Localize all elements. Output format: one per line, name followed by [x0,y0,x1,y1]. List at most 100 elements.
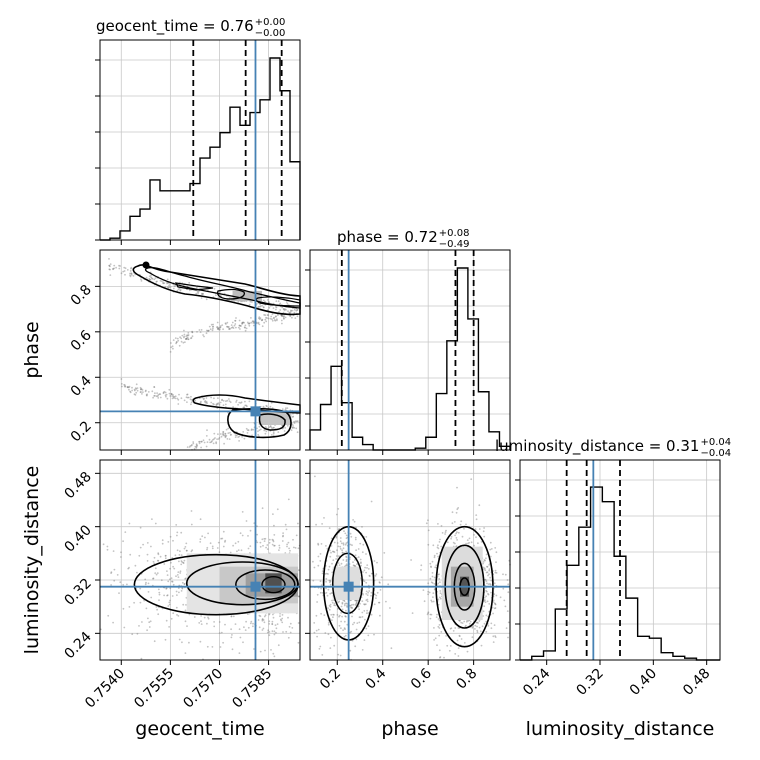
x-tick-label: 0.2 [317,666,344,693]
sample-point [184,609,187,612]
sample-point [339,654,342,657]
sample-point [452,630,455,632]
sample-point [355,549,357,552]
sample-point [185,549,188,552]
sample-point [127,388,130,391]
sample-point [132,275,135,277]
sample-point [169,587,172,590]
sample-point [204,536,206,539]
sample-point [367,634,370,637]
sample-point [273,544,275,547]
sample-point [169,567,172,570]
title-luminosity_distance: luminosity_distance = 0.31 +0.04−0.04 [495,437,731,459]
sample-point [316,601,318,603]
sample-point [113,568,116,571]
sample-point [256,533,258,536]
sample-point [427,582,430,585]
sample-point [429,577,432,580]
sample-point [319,553,322,555]
sample-point [363,580,366,583]
sample-point [172,339,175,341]
sample-point [250,321,253,324]
sample-point [158,591,161,594]
sample-point [427,593,429,596]
sample-point [194,445,197,448]
sample-point [186,401,188,403]
sample-point [264,426,267,428]
sample-point [343,635,346,638]
sample-point [291,423,294,426]
sample-point [224,539,227,542]
sample-point [336,614,339,616]
sample-point [427,590,430,593]
sample-point [351,603,353,606]
sample-point [232,406,235,408]
sample-point [245,620,248,623]
sample-point [345,534,348,537]
sample-point [205,332,208,335]
sample-point [200,400,202,403]
sample-point [485,580,488,583]
sample-point [184,341,186,343]
sample-point [507,583,510,586]
sample-point [218,551,221,553]
sample-point [485,620,487,623]
sample-point [477,622,479,624]
sample-point [349,631,352,634]
sample-point [152,560,155,563]
sample-point [483,527,485,529]
sample-point [107,614,110,617]
sample-point [222,433,225,436]
sample-point [331,562,333,565]
sample-point [156,392,159,394]
sample-point [147,391,150,393]
sample-point [327,622,330,624]
sample-point [123,626,126,629]
sample-point [224,541,226,543]
sample-point [355,599,357,602]
sample-point [234,623,237,625]
sample-point [156,608,159,611]
sample-point [437,547,440,550]
sample-point [444,533,446,535]
sample-point [119,265,121,267]
sample-point [331,599,333,602]
sample-point [287,616,289,619]
sample-point [237,403,240,406]
sample-point [367,568,370,570]
sample-point [430,566,432,568]
sample-point [475,518,478,521]
sample-point [226,326,229,328]
sample-point [222,431,225,433]
sample-point [162,391,165,394]
sample-point [218,632,221,634]
sample-point [221,398,224,401]
sample-point [454,542,456,545]
sample-point [169,578,171,581]
sample-point [483,600,485,603]
sample-point [336,542,339,544]
sample-point [338,624,341,627]
sample-point [213,621,216,623]
sample-point [438,649,441,652]
sample-point [155,280,158,283]
y-tick-label: 0.40 [61,522,94,555]
sample-point [261,319,263,322]
sample-point [108,264,111,267]
sample-point [153,386,156,388]
sample-point [287,541,290,544]
sample-point [378,581,381,583]
sample-point [445,635,447,637]
sample-point [471,627,474,629]
sample-point [183,336,185,339]
sample-point [344,532,347,535]
sample-point [174,554,177,557]
sample-point [256,525,258,528]
sample-point [213,432,216,435]
contour-line [255,296,301,307]
sample-point [365,536,368,538]
sample-point [486,565,489,568]
sample-point [313,566,316,569]
sample-point [279,618,282,621]
sample-point [282,631,284,633]
